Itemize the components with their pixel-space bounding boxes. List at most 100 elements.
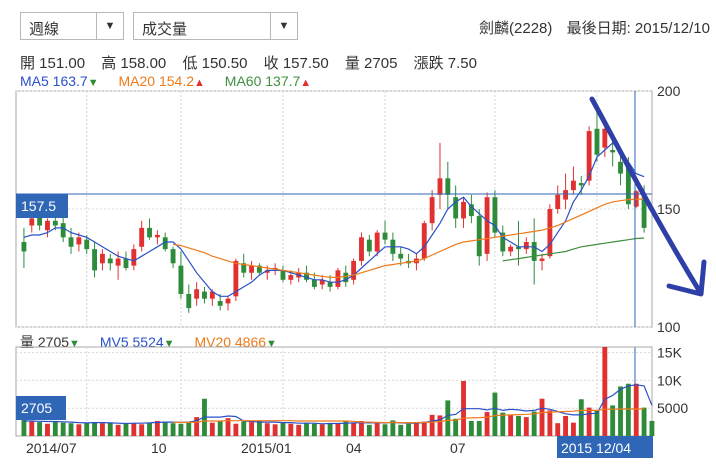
volume-bar (492, 392, 498, 436)
ma20-legend-label: MA20 154.2 (118, 73, 195, 89)
candle-body (618, 161, 623, 174)
candle-body (84, 239, 90, 250)
volume-bar (178, 423, 184, 436)
volume-bar (335, 423, 341, 436)
volume-bar (382, 424, 388, 436)
candle-body (202, 291, 207, 299)
ma5-legend-label: MA5 163.7 (20, 73, 88, 89)
volume-bar (390, 420, 396, 436)
volume-bar (217, 420, 223, 436)
x-tick-label: 2014/07 (26, 440, 77, 456)
candle-body (625, 166, 631, 205)
volume-bar (445, 400, 451, 436)
quote-close: 收 157.50 (263, 55, 329, 72)
volume-grid (16, 347, 652, 436)
candle-body (272, 268, 278, 269)
volume-bar (272, 424, 278, 436)
volume-bar (343, 421, 349, 436)
chevron-down-icon[interactable]: ▼ (96, 13, 123, 39)
volume-bar (406, 423, 412, 436)
candle-body (586, 131, 592, 181)
ma60-legend: MA60 137.7▲ (225, 73, 311, 89)
triangle-down-icon: ▼ (163, 338, 175, 350)
candle-body (249, 265, 255, 273)
price-y-tick-label: 200 (657, 83, 681, 99)
mv20-legend-label: MV20 4866 (194, 334, 267, 350)
volume-bar (68, 423, 74, 436)
x-tick-label: 2015/01 (241, 440, 292, 456)
candle-body (147, 227, 152, 238)
x-axis: 2014/07 10 2015/01 04 07 (26, 440, 466, 456)
quote-volume: 量 2705 (344, 55, 398, 72)
candle-body (52, 220, 58, 226)
quote-open: 開 151.00 (20, 55, 86, 72)
x-tick-label: 07 (450, 440, 466, 456)
candle-body (570, 180, 576, 191)
volume-bar (366, 424, 372, 436)
candle-body (194, 289, 200, 299)
candle-body (139, 227, 145, 247)
candle-body (37, 216, 43, 226)
candle-body (461, 201, 466, 219)
candle-body (319, 279, 325, 285)
candle-body (45, 220, 50, 231)
volume-bar (633, 383, 639, 436)
volume-bar (586, 407, 592, 436)
volume-bar (523, 417, 529, 436)
triangle-up-icon: ▲ (300, 77, 312, 89)
candle-body (563, 190, 569, 200)
price-y-axis: 200 150 100 (657, 83, 681, 335)
date-tag (557, 436, 653, 458)
triangle-up-icon: ▲ (194, 77, 205, 89)
candle-body (264, 270, 270, 273)
candle-body (92, 249, 98, 271)
candle-body (225, 298, 231, 304)
indicator-select[interactable]: 成交量 ▼ (133, 12, 298, 40)
stock-info: 劍麟(2228) 最後日期: 2015/12/10 (469, 17, 710, 38)
quote-change: 漲跌 7.50 (413, 55, 477, 72)
interval-select[interactable]: 週線 ▼ (20, 12, 124, 40)
triangle-down-icon: ▼ (87, 77, 99, 89)
triangle-down-icon: ▼ (266, 338, 277, 350)
candle-body (256, 265, 262, 273)
chevron-down-icon[interactable]: ▼ (270, 13, 297, 39)
candle-body (29, 218, 35, 226)
volume-bar (437, 415, 443, 436)
volume-bar (52, 421, 58, 436)
candle-body (398, 253, 404, 259)
candle-body (154, 234, 160, 238)
stock-label: 劍麟(2228) (479, 20, 553, 37)
volume-bar (468, 420, 474, 436)
volume-bar (359, 420, 364, 436)
volume-bar (610, 405, 616, 436)
volume-bar (233, 423, 239, 436)
ma-legend: MA5 163.7▼ MA20 154.2▲ MA60 137.7▲ (20, 73, 327, 89)
annotation-arrow-line (589, 96, 703, 295)
volume-bar (147, 422, 152, 436)
last-date-label: 最後日期: 2015/12/10 (566, 20, 710, 37)
candle-body (304, 272, 309, 280)
candle-body (555, 194, 561, 209)
volume-bar (225, 418, 231, 436)
candle-body (241, 263, 247, 273)
volume-tag (16, 396, 66, 420)
volume-bar (547, 410, 553, 436)
candle-body (280, 270, 286, 280)
volume-bar (241, 421, 247, 436)
indicator-select-value: 成交量 (142, 21, 188, 38)
volume-bar (37, 422, 43, 436)
volume-bar (92, 422, 98, 436)
volume-bar (570, 422, 576, 436)
volume-bar (194, 417, 200, 436)
candle-body (359, 237, 364, 261)
candle-body (162, 237, 168, 250)
volume-y-tick-label: 15K (657, 345, 683, 361)
candle-body (21, 242, 27, 252)
volume-bar (45, 423, 50, 436)
volume-bar (131, 423, 137, 436)
volume-bar (296, 424, 302, 436)
date-tag-label: 2015 12/04 (561, 440, 631, 456)
candle-body (437, 178, 443, 195)
volume-panel-frame (15, 346, 653, 437)
